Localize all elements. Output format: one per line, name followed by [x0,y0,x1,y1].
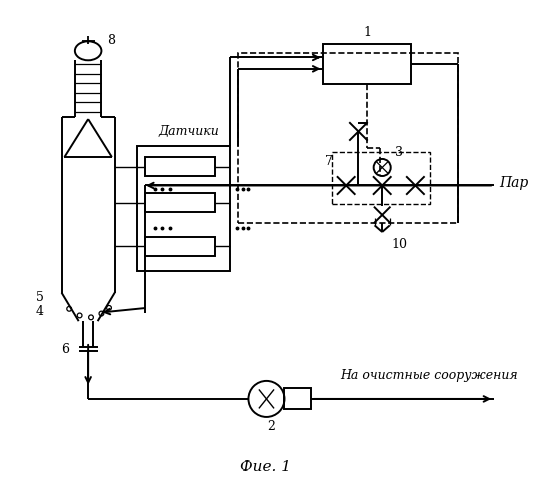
Text: Фие. 1: Фие. 1 [240,460,291,474]
Text: На очистные сооружения: На очистные сооружения [340,369,518,382]
Bar [238,52,458,224]
Text: 10: 10 [392,238,408,251]
Bar [145,236,215,256]
Bar [138,146,230,271]
Text: Пар: Пар [499,176,528,190]
Text: 5: 5 [36,291,44,304]
Text: 6: 6 [62,343,69,356]
Bar [285,388,311,409]
Bar [145,157,215,176]
Text: 1: 1 [363,26,371,40]
Text: 3: 3 [396,146,403,159]
Text: 8: 8 [107,34,115,47]
Bar [145,193,215,212]
Bar [332,152,430,204]
Text: 7: 7 [325,156,333,168]
Text: 4: 4 [36,306,44,318]
Text: Датчики: Датчики [158,125,219,138]
Text: 2: 2 [268,420,275,433]
Bar [324,44,411,84]
